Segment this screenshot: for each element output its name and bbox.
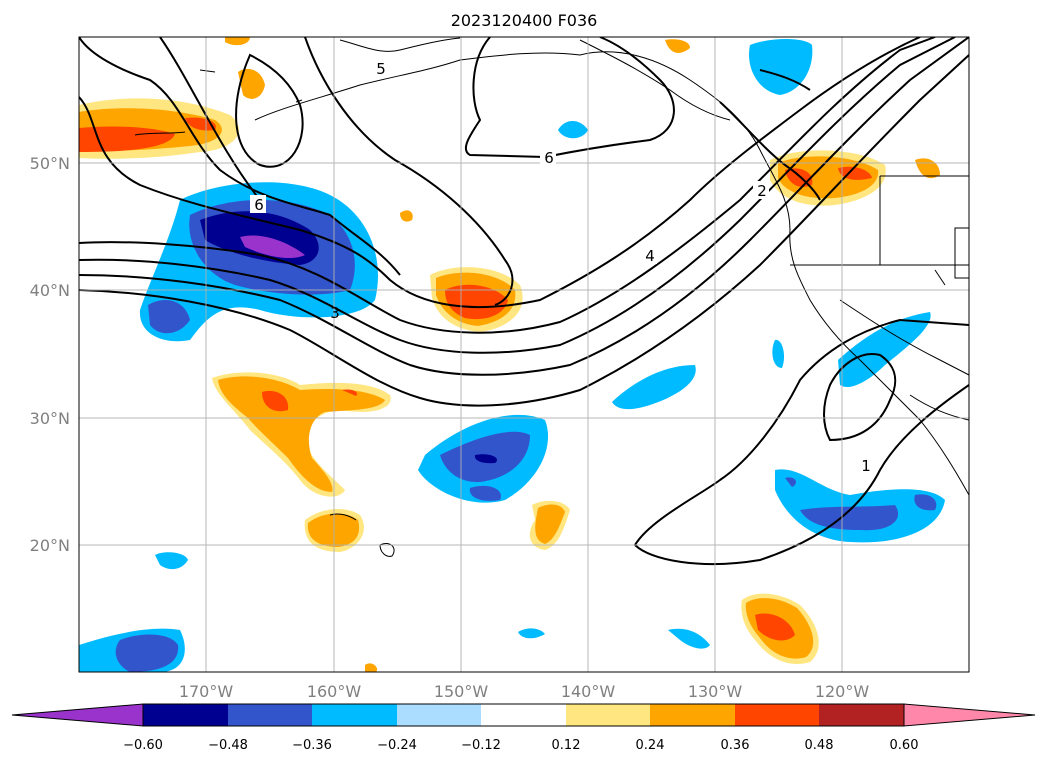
- colorbar-segment: [312, 704, 397, 726]
- contour-label: 5: [376, 60, 386, 78]
- contour-label: 2: [757, 182, 767, 200]
- colorbar-extend-max: [903, 703, 1036, 727]
- colorbar-tick-label: −0.24: [377, 738, 417, 753]
- contour-label: 6: [254, 196, 264, 214]
- colorbar-segment: [481, 704, 566, 726]
- colorbar-tick-label: −0.48: [208, 738, 248, 753]
- map-area: 6 6 5 4 3 2 1: [79, 37, 969, 672]
- lat-label: 20°N: [30, 536, 70, 555]
- map-grid: [79, 37, 969, 672]
- lon-label: 140°W: [561, 682, 616, 701]
- colorbar: −0.60 −0.48 −0.36 −0.24 −0.12 0.12 0.24 …: [11, 703, 1036, 753]
- lat-label: 30°N: [30, 409, 70, 428]
- colorbar-segment: [397, 704, 481, 726]
- colorbar-segment: [650, 704, 735, 726]
- colorbar-tick-label: 0.12: [552, 738, 581, 753]
- latitude-labels: 50°N 40°N 30°N 20°N: [30, 154, 70, 555]
- map-frame: [78, 36, 970, 673]
- lon-label: 120°W: [815, 682, 870, 701]
- colorbar-segment: [566, 704, 650, 726]
- height-contours: [79, 37, 969, 565]
- colorbar-extend-min: [11, 703, 144, 727]
- lat-label: 50°N: [30, 154, 70, 173]
- negative-anomaly-regions: [79, 39, 945, 672]
- colorbar-segment: [819, 704, 904, 726]
- contour-labels: 6 6 5 4 3 2 1: [250, 60, 874, 475]
- colorbar-tick-label: 0.24: [636, 738, 665, 753]
- contour-label: 4: [645, 247, 655, 265]
- contour-label: 3: [330, 304, 340, 322]
- colorbar-tick-label: −0.60: [123, 738, 163, 753]
- longitude-labels: 170°W 160°W 150°W 140°W 130°W 120°W: [179, 682, 870, 701]
- lon-label: 160°W: [307, 682, 362, 701]
- colorbar-segment: [735, 704, 819, 726]
- colorbar-segment: [143, 704, 228, 726]
- lat-label: 40°N: [30, 281, 70, 300]
- contour-label: 1: [861, 457, 871, 475]
- colorbar-tick-label: −0.12: [461, 738, 501, 753]
- lon-label: 150°W: [434, 682, 489, 701]
- colorbar-tick-label: 0.36: [721, 738, 750, 753]
- map-title: 2023120400 F036: [451, 11, 598, 30]
- colorbar-tick-label: 0.60: [890, 738, 919, 753]
- colorbar-segment: [228, 704, 312, 726]
- colorbar-tick-label: −0.36: [292, 738, 332, 753]
- lon-label: 170°W: [179, 682, 234, 701]
- lon-label: 130°W: [688, 682, 743, 701]
- contour-label: 6: [544, 149, 554, 167]
- colorbar-tick-label: 0.48: [805, 738, 834, 753]
